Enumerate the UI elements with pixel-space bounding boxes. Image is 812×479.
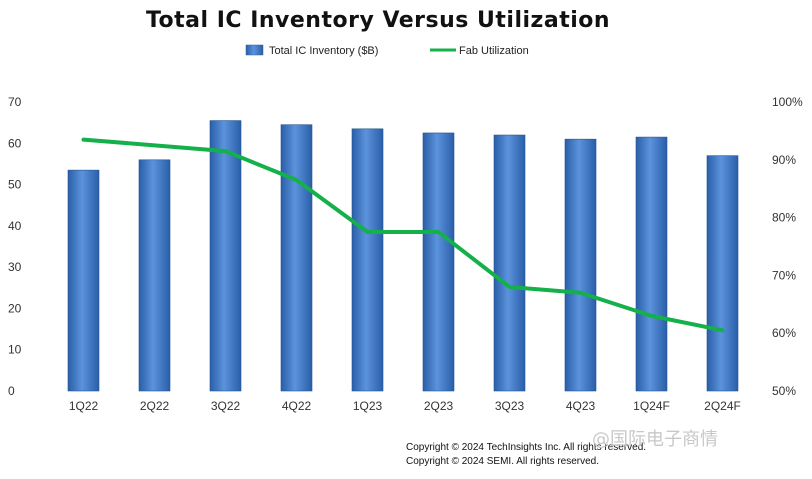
inventory-bars bbox=[67, 120, 739, 392]
inventory-bar bbox=[280, 124, 313, 392]
right-axis-ticks: 50% 60% 70% 80% 90% 100% bbox=[772, 95, 803, 398]
copyright-semi: Copyright © 2024 SEMI. All rights reserv… bbox=[406, 456, 599, 467]
inventory-bar bbox=[706, 155, 739, 392]
utilization-point bbox=[366, 230, 369, 234]
x-tick-label: 4Q22 bbox=[282, 399, 312, 413]
utilization-point bbox=[437, 230, 440, 234]
inventory-bar bbox=[67, 169, 100, 392]
legend-swatch-inventory bbox=[245, 44, 264, 56]
utilization-point bbox=[153, 143, 156, 147]
y-left-tick-label: 30 bbox=[8, 260, 22, 274]
x-axis-ticks: 1Q22 2Q22 3Q22 4Q22 1Q23 2Q23 3Q23 4Q23 1Q24F 2Q2… bbox=[69, 399, 741, 413]
utilization-line bbox=[81, 137, 725, 333]
inventory-bar bbox=[635, 136, 668, 392]
inventory-bar bbox=[138, 159, 171, 392]
x-tick-label: 2Q22 bbox=[140, 399, 170, 413]
y-left-tick-label: 10 bbox=[8, 343, 22, 357]
legend-label-utilization: Fab Utilization bbox=[459, 45, 529, 57]
x-tick-label: 4Q23 bbox=[566, 399, 596, 413]
utilization-line-layer bbox=[81, 137, 725, 333]
inventory-bar bbox=[209, 120, 242, 392]
left-axis-ticks: 0 10 20 30 40 50 60 70 bbox=[8, 95, 22, 398]
x-tick-label: 2Q23 bbox=[424, 399, 454, 413]
x-tick-label: 1Q23 bbox=[353, 399, 383, 413]
inventory-bar bbox=[422, 132, 455, 392]
utilization-point bbox=[508, 285, 511, 289]
x-tick-label: 3Q23 bbox=[495, 399, 525, 413]
utilization-point bbox=[224, 149, 227, 153]
y-right-tick-label: 100% bbox=[772, 95, 803, 109]
y-right-tick-label: 60% bbox=[772, 326, 796, 340]
legend-label-inventory: Total IC Inventory ($B) bbox=[269, 45, 378, 57]
utilization-point bbox=[579, 291, 582, 295]
utilization-point bbox=[650, 314, 653, 318]
utilization-point bbox=[295, 178, 298, 182]
y-right-tick-label: 80% bbox=[772, 211, 796, 225]
watermark: @国际电子商情 bbox=[592, 429, 718, 450]
y-left-tick-label: 50 bbox=[8, 178, 22, 192]
inventory-bar bbox=[351, 128, 384, 392]
y-right-tick-label: 50% bbox=[772, 384, 796, 398]
x-tick-label: 3Q22 bbox=[211, 399, 241, 413]
y-left-tick-label: 60 bbox=[8, 136, 22, 150]
y-right-tick-label: 70% bbox=[772, 268, 796, 282]
y-left-tick-label: 70 bbox=[8, 95, 22, 109]
y-left-tick-label: 40 bbox=[8, 219, 22, 233]
copyright-techinsights: Copyright © 2024 TechInsights Inc. All r… bbox=[406, 442, 646, 453]
inventory-bar bbox=[564, 138, 597, 392]
utilization-point bbox=[82, 138, 85, 142]
inventory-bar bbox=[493, 134, 526, 392]
utilization-point bbox=[721, 328, 724, 332]
y-right-tick-label: 90% bbox=[772, 153, 796, 167]
legend: Total IC Inventory ($B) Fab Utilization bbox=[245, 44, 529, 57]
x-tick-label: 1Q22 bbox=[69, 399, 99, 413]
x-tick-label: 1Q24F bbox=[633, 399, 670, 413]
y-left-tick-label: 20 bbox=[8, 301, 22, 315]
chart-title: Total IC Inventory Versus Utilization bbox=[146, 8, 610, 33]
x-tick-label: 2Q24F bbox=[704, 399, 741, 413]
y-left-tick-label: 0 bbox=[8, 384, 15, 398]
